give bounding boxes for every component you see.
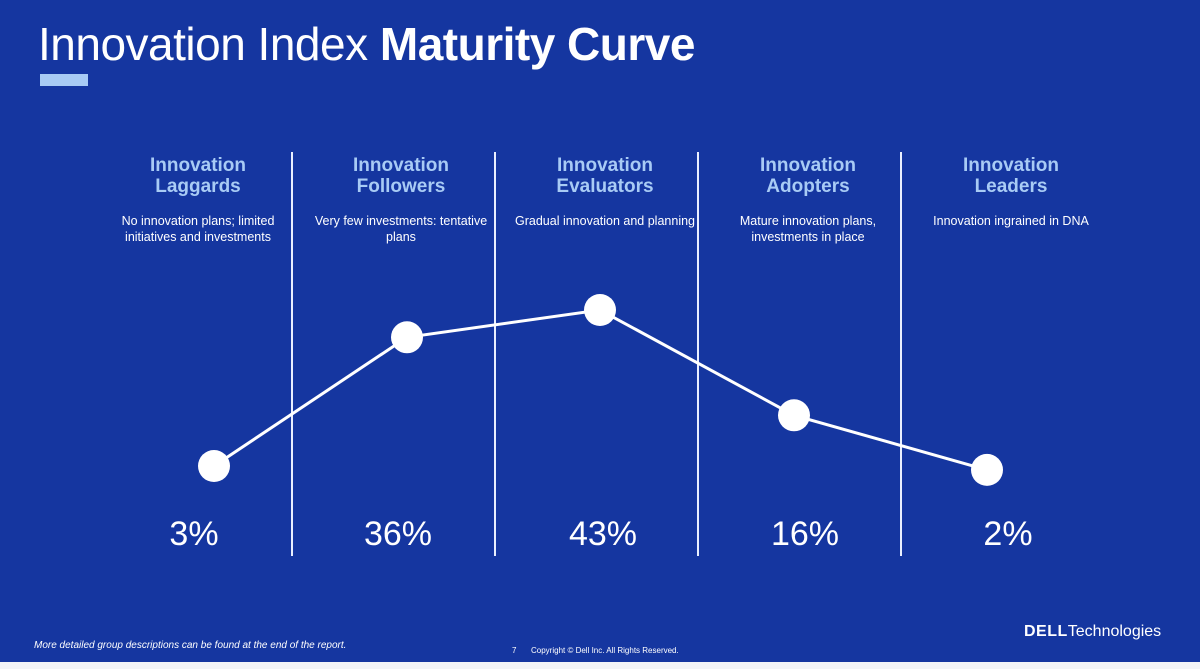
group-title-line2: Adopters — [766, 176, 850, 197]
group-title: Innovation Followers — [301, 155, 501, 199]
group-title: Innovation Laggards — [98, 155, 298, 199]
data-point — [584, 294, 616, 326]
group-evaluators: Innovation Evaluators Gradual innovation … — [505, 155, 705, 229]
group-leaders: Innovation Leaders Innovation ingrained i… — [911, 155, 1111, 229]
group-title-line2: Followers — [356, 176, 446, 197]
value-label: 43% — [568, 515, 638, 553]
group-title: Innovation Evaluators — [505, 155, 705, 199]
group-laggards: Innovation Laggards No innovation plans; … — [98, 155, 298, 245]
value-label: 2% — [983, 515, 1033, 553]
group-title-line2: Evaluators — [556, 176, 654, 197]
group-followers: Innovation Followers Very few investments… — [301, 155, 501, 245]
group-description: Very few investments: tentative plans — [314, 214, 488, 244]
group-title-line1: Innovation — [352, 155, 450, 176]
series-line — [213, 308, 988, 472]
bottom-strip — [0, 662, 1200, 669]
group-description: Gradual innovation and planning — [515, 214, 695, 228]
value-label: 3% — [169, 515, 219, 553]
group-description: Mature innovation plans, investments in … — [739, 214, 877, 244]
data-point — [198, 450, 230, 482]
group-title-line1: Innovation — [962, 155, 1060, 176]
title-light: Innovation Index — [38, 18, 368, 70]
data-point — [971, 453, 1003, 486]
page-title: Innovation Index Maturity Curve — [38, 14, 695, 74]
value-label: 16% — [770, 515, 840, 553]
group-title-line1: Innovation — [149, 155, 247, 176]
group-title-line1: Innovation — [556, 155, 654, 176]
group-description: No innovation plans; limited initiatives… — [121, 214, 275, 244]
title-accent-bar — [40, 74, 88, 86]
column-divider — [900, 152, 902, 556]
column-divider — [494, 152, 496, 556]
footnote: More detailed group descriptions can be … — [34, 640, 347, 651]
page-number: 7 — [512, 646, 517, 655]
group-title-line2: Leaders — [974, 176, 1048, 197]
column-divider — [697, 152, 699, 556]
column-divider — [291, 152, 293, 556]
group-title-line1: Innovation — [759, 155, 857, 176]
group-description: Innovation ingrained in DNA — [933, 214, 1089, 228]
title-bold: Maturity Curve — [379, 18, 696, 70]
logo-suffix: Technologies — [1067, 623, 1162, 640]
dell-technologies-logo: DELLTechnologies — [1024, 622, 1161, 642]
value-label: 36% — [363, 515, 433, 553]
data-point — [391, 321, 423, 354]
group-title: Innovation Leaders — [911, 155, 1111, 199]
copyright: Copyright © Dell Inc. All Rights Reserve… — [531, 646, 679, 655]
logo-brand: DELL — [1024, 623, 1068, 640]
group-adopters: Innovation Adopters Mature innovation pla… — [708, 155, 908, 245]
group-title-line2: Laggards — [155, 176, 241, 197]
group-title: Innovation Adopters — [708, 155, 908, 199]
data-point — [778, 399, 810, 432]
